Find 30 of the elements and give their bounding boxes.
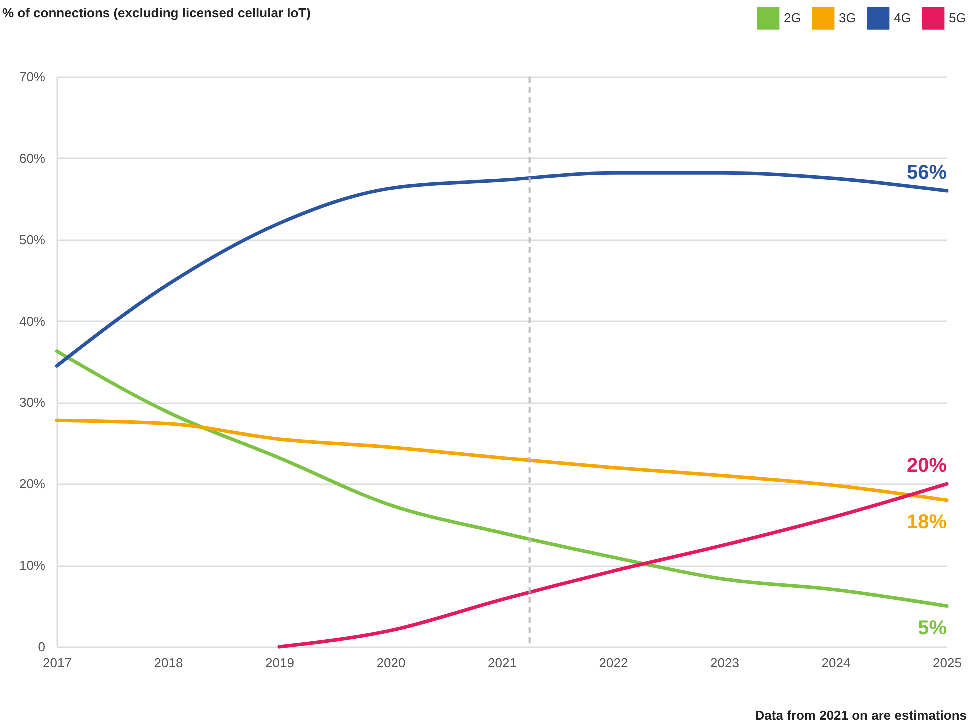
legend-label: 3G (839, 10, 856, 26)
y-tick-label: 60% (19, 150, 46, 166)
x-tick-label: 2020 (376, 656, 406, 670)
y-tick-label: 30% (19, 395, 46, 410)
x-tick-label: 2017 (43, 656, 72, 670)
y-tick-label: 20% (19, 476, 46, 492)
x-tick-label: 2023 (710, 656, 740, 670)
line-series (55, 350, 949, 608)
x-tick-label: 2024 (822, 656, 851, 670)
x-tick-label: 2019 (266, 656, 294, 670)
x-tick-label: 2025 (933, 656, 962, 670)
data-label: 5% (918, 617, 948, 640)
y-tick-label: 0 (38, 640, 46, 654)
x-tick-label: 2022 (599, 656, 628, 670)
legend-label: 4G (894, 10, 912, 26)
y-tick-label: 10% (19, 558, 46, 574)
line-series (278, 482, 949, 649)
y-axis-title: % of connections (excluding licensed cellular IoT) (2, 6, 311, 20)
data-label: 18% (906, 511, 948, 534)
y-tick-label: 50% (19, 232, 46, 248)
text: Data from 2021 on are estimations (755, 708, 967, 723)
data-label: 20% (906, 455, 948, 478)
x-tick-label: 2021 (488, 656, 517, 670)
y-tick-label: 70% (19, 70, 46, 84)
data-label: 56% (906, 162, 948, 184)
x-tick-label: 2018 (154, 656, 184, 670)
y-tick-label: 40% (19, 314, 46, 329)
line-series (55, 418, 949, 502)
legend-label: 2G (784, 10, 802, 26)
legend-label: 5G (949, 10, 966, 26)
